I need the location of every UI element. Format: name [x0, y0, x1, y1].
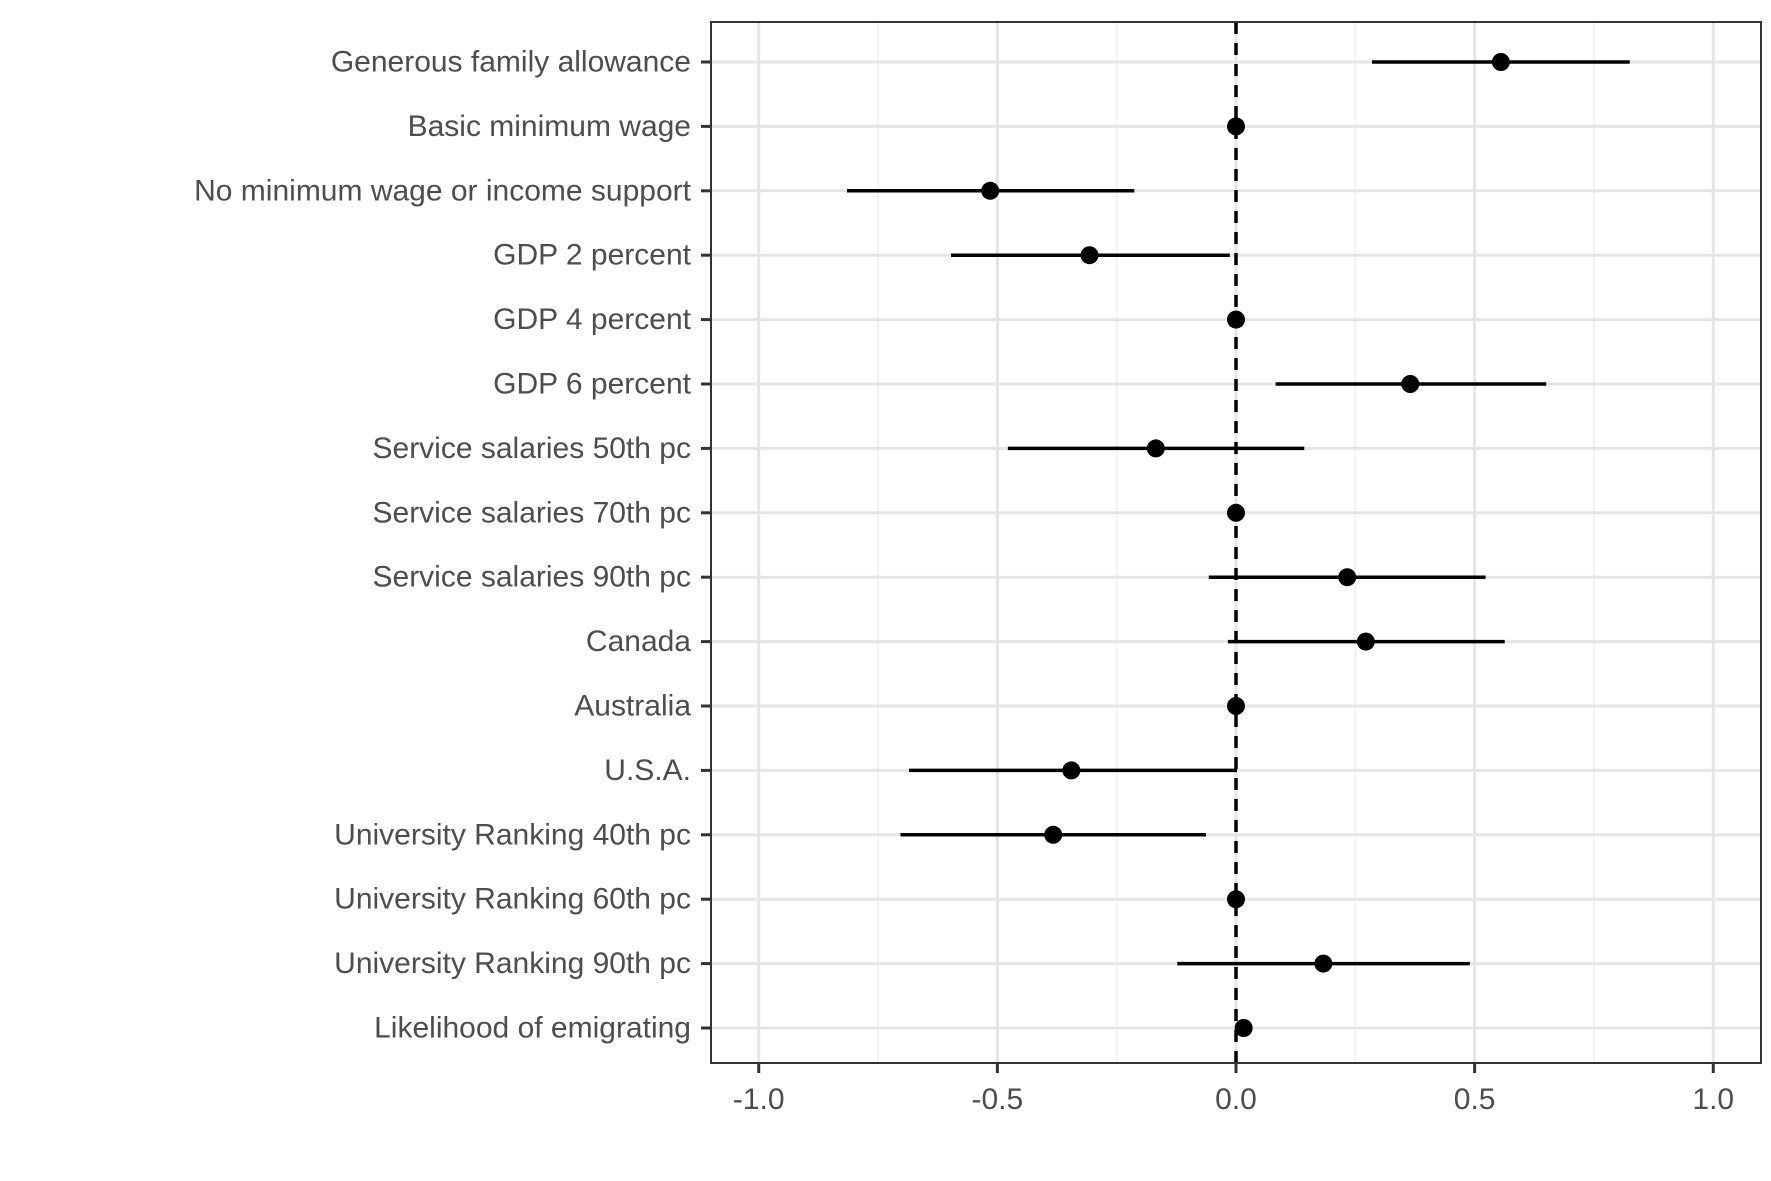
ytick-label: Service salaries 90th pc [373, 561, 692, 594]
ytick-label: Generous family allowance [331, 46, 691, 79]
ytick-label: U.S.A. [604, 754, 691, 787]
ytick-label: GDP 6 percent [493, 368, 692, 401]
estimate-point [1314, 954, 1333, 973]
estimate-point [1234, 1019, 1253, 1037]
coefficient-marks [847, 53, 1630, 1037]
ytick-label: Basic minimum wage [408, 110, 691, 143]
xtick-label: 1.0 [1692, 1083, 1734, 1116]
estimate-point [1062, 761, 1081, 780]
estimate-point [1080, 246, 1099, 265]
estimate-point [1227, 697, 1245, 715]
estimate-point [1227, 117, 1245, 136]
estimate-point [1227, 503, 1245, 522]
x-axis: -1.0 -0.5 0.0 0.5 1.0 [733, 1063, 1734, 1116]
estimate-point [1146, 439, 1165, 458]
ytick-label: Canada [586, 625, 691, 658]
ytick-label: GDP 4 percent [493, 303, 692, 336]
ytick-label: Australia [574, 690, 691, 723]
estimate-point [981, 181, 1000, 200]
estimate-point [1044, 825, 1063, 844]
y-axis: Generous family allowance Basic minimum w… [194, 46, 711, 1045]
estimate-point [1227, 310, 1245, 329]
xtick-label: 0.0 [1215, 1083, 1257, 1116]
ytick-label: GDP 2 percent [493, 239, 692, 272]
ytick-label: Service salaries 50th pc [373, 432, 692, 465]
ytick-label: University Ranking 60th pc [334, 883, 691, 916]
ytick-label: No minimum wage or income support [194, 174, 692, 207]
minor-gridlines [877, 22, 1595, 1063]
ytick-label: University Ranking 40th pc [334, 818, 691, 851]
xtick-label: -0.5 [972, 1083, 1024, 1116]
estimate-point [1356, 632, 1375, 651]
estimate-point [1338, 568, 1357, 587]
xtick-label: -1.0 [733, 1083, 785, 1116]
ytick-label: Likelihood of emigrating [374, 1012, 691, 1045]
ytick-label: University Ranking 90th pc [334, 947, 691, 980]
xtick-label: 0.5 [1454, 1083, 1496, 1116]
estimate-point [1401, 375, 1420, 393]
ytick-label: Service salaries 70th pc [373, 496, 692, 529]
estimate-point [1227, 890, 1245, 909]
estimate-point [1491, 53, 1510, 71]
